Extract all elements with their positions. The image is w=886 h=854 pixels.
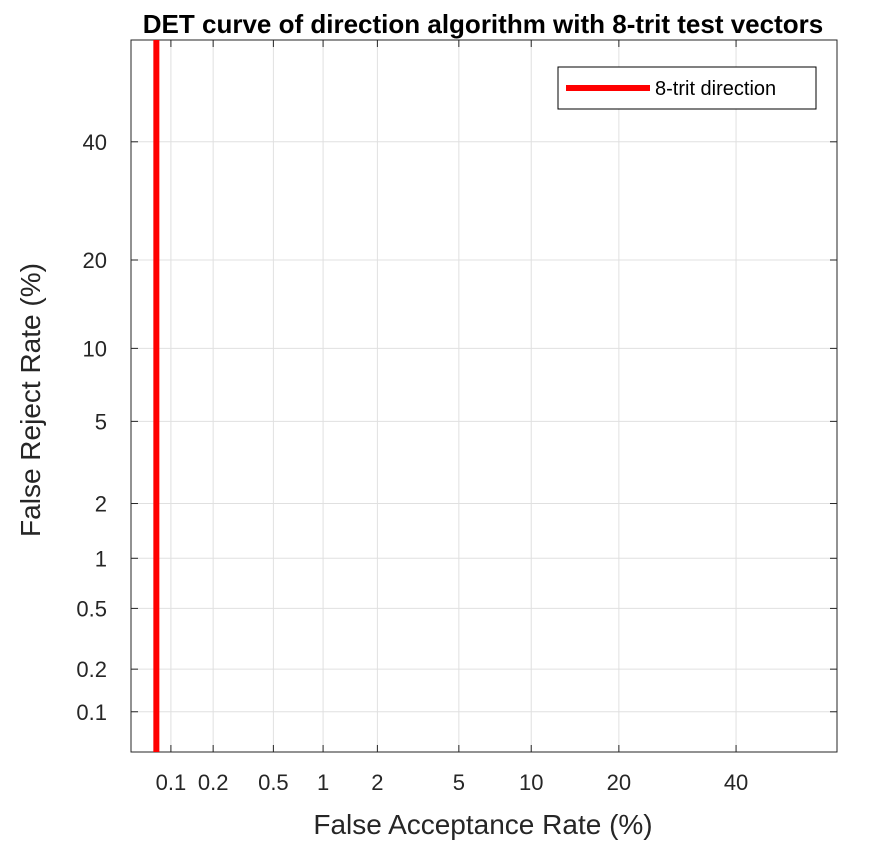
x-tick-label: 0.2 xyxy=(198,770,229,795)
y-axis-label: False Reject Rate (%) xyxy=(15,263,46,537)
x-tick-label: 0.1 xyxy=(156,770,187,795)
y-tick-label: 1 xyxy=(95,546,107,571)
y-tick-label: 0.5 xyxy=(76,596,107,621)
y-tick-label: 40 xyxy=(83,130,107,155)
y-tick-label: 2 xyxy=(95,492,107,517)
x-tick-label: 20 xyxy=(607,770,631,795)
x-axis-label: False Acceptance Rate (%) xyxy=(313,809,652,840)
y-tick-label: 0.1 xyxy=(76,700,107,725)
legend-label: 8-trit direction xyxy=(655,78,776,100)
grid-lines xyxy=(131,40,837,752)
y-tick-label: 5 xyxy=(95,409,107,434)
x-tick-label: 5 xyxy=(453,770,465,795)
y-tick-label: 0.2 xyxy=(76,657,107,682)
x-tick-labels: 0.1 0.2 0.5 1 2 5 10 20 40 xyxy=(156,770,749,795)
axis-ticks xyxy=(131,40,837,752)
x-tick-label: 10 xyxy=(519,770,543,795)
x-tick-label: 40 xyxy=(724,770,748,795)
chart-title: DET curve of direction algorithm with 8-… xyxy=(143,9,823,39)
x-tick-label: 0.5 xyxy=(258,770,289,795)
x-tick-label: 1 xyxy=(317,770,329,795)
y-tick-labels: 0.1 0.2 0.5 1 2 5 10 20 40 xyxy=(76,130,107,725)
y-tick-label: 10 xyxy=(83,336,107,361)
legend: 8-trit direction xyxy=(557,66,817,110)
plot-area-frame xyxy=(130,39,838,753)
x-tick-label: 2 xyxy=(371,770,383,795)
y-tick-label: 20 xyxy=(83,248,107,273)
